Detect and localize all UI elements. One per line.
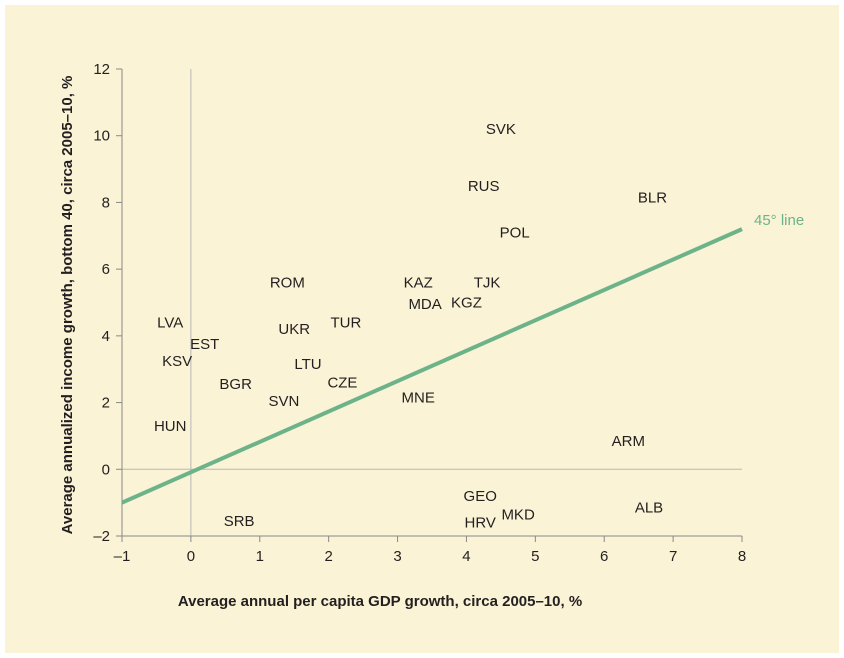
data-point-label: SVK [486,121,516,138]
data-point-label: UKR [278,321,310,338]
data-point-label: CZE [327,375,357,392]
chart-panel: –1 0 1 2 3 4 5 6 7 8 –2 0 2 4 6 8 10 12 45° line SVK RUS BL… [5,5,839,653]
data-point-label: POL [500,224,530,241]
data-point-label: ARM [612,433,645,450]
reference-line [121,227,743,505]
reference-line-group: 45° line [121,212,804,505]
x-tick-label: 0 [187,548,195,565]
x-tick-label: 6 [600,548,608,565]
data-point-label: LTU [294,356,321,373]
y-tick-label: 2 [102,395,110,412]
data-point-label: KAZ [404,274,433,291]
data-point-label: GEO [464,488,497,505]
y-tick-label: 12 [93,61,110,78]
data-point-label: LVA [157,315,183,332]
y-tick-label: 6 [102,261,110,278]
data-point-label: ROM [270,274,305,291]
x-tick-label: 7 [669,548,677,565]
x-tick-label: 5 [531,548,539,565]
data-point-label: KSV [162,353,192,370]
data-point-label: TUR [330,315,361,332]
x-axis-title: Average annual per capita GDP growth, ci… [178,593,582,610]
x-tick-label: 4 [462,548,470,565]
data-point-label: SVN [268,393,299,410]
data-point-label: KGZ [451,295,482,312]
data-point-label: BGR [219,376,252,393]
y-tick-label: 0 [102,461,110,478]
data-point-label: HRV [465,515,496,532]
y-tick-label: –2 [93,528,110,545]
data-labels: SVK RUS BLR POL ROM KAZ TJK MDA KGZ LVA UKR TUR ESTK… [154,121,667,532]
x-tick-label: 8 [738,548,746,565]
x-tick-label: –1 [114,548,131,565]
data-point-label: TJK [474,274,501,291]
data-point-label: MNE [402,390,435,407]
data-point-label: EST [190,336,219,353]
y-tick-label: 10 [93,128,110,145]
data-point-label: HUN [154,418,187,435]
data-point-label: MDA [408,296,441,313]
reference-line-label: 45° line [754,212,804,229]
x-tick-label: 1 [256,548,264,565]
y-axis-title: Average annualized income growth, bottom… [59,76,76,535]
data-point-label: MKD [501,506,535,523]
x-tick-label: 3 [393,548,401,565]
y-tick-label: 8 [102,194,110,211]
x-tick-label: 2 [324,548,332,565]
data-point-label: SRB [224,513,255,530]
data-point-label: ALB [635,500,663,517]
data-point-label: RUS [468,178,500,195]
data-point-label: BLR [638,189,667,206]
y-tick-label: 4 [102,328,110,345]
